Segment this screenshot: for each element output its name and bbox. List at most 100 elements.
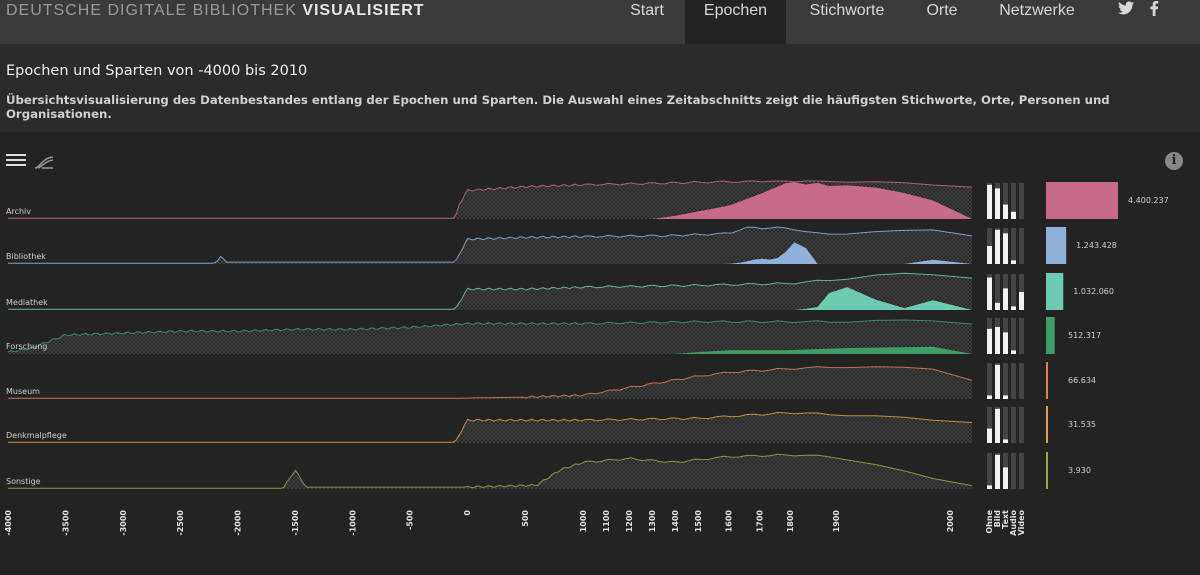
media-bar bbox=[1003, 395, 1008, 399]
media-bar-track bbox=[995, 453, 1000, 489]
series-label: Forschung bbox=[6, 342, 47, 351]
series-row-mediathek[interactable]: Mediathek 1.032.060 bbox=[6, 272, 1114, 310]
series-label: Archiv bbox=[6, 207, 31, 216]
curve-icon[interactable] bbox=[34, 154, 54, 173]
envelope-area bbox=[8, 181, 972, 219]
media-bar bbox=[987, 277, 992, 310]
x-tick-label: -3000 bbox=[119, 510, 128, 536]
envelope-line bbox=[8, 226, 973, 264]
media-bar-track bbox=[987, 407, 992, 443]
media-bar-track bbox=[995, 274, 1000, 310]
nav-start[interactable]: Start bbox=[630, 2, 664, 19]
x-tick-label: 1200 bbox=[625, 510, 634, 533]
x-tick-label: 1700 bbox=[755, 510, 764, 533]
media-bar-track bbox=[995, 228, 1000, 264]
media-bar-track bbox=[987, 183, 992, 219]
filled-area bbox=[8, 287, 972, 310]
nav-epochen[interactable]: Epochen bbox=[685, 0, 786, 44]
media-bar-track bbox=[1011, 407, 1016, 443]
x-tick-label: 1800 bbox=[786, 510, 795, 533]
media-bar-track bbox=[995, 407, 1000, 443]
series-row-sonstige[interactable]: Sonstige 3.930 bbox=[6, 452, 1091, 489]
x-tick-label: -1000 bbox=[348, 510, 357, 536]
media-bar bbox=[1003, 332, 1008, 354]
media-bar bbox=[995, 229, 1000, 264]
media-bar bbox=[987, 485, 992, 489]
hamburger-icon[interactable] bbox=[6, 154, 26, 168]
media-bar-track bbox=[1019, 274, 1024, 310]
media-bar-track bbox=[995, 363, 1000, 399]
share-bar bbox=[1046, 273, 1064, 310]
x-tick-label: 2000 bbox=[946, 510, 955, 533]
media-bar bbox=[995, 408, 1000, 443]
facebook-icon[interactable] bbox=[1149, 1, 1159, 20]
media-bar-track bbox=[987, 363, 992, 399]
media-bar bbox=[995, 188, 1000, 219]
page-header: Epochen und Sparten von -4000 bis 2010 Ü… bbox=[0, 44, 1200, 132]
envelope-line bbox=[8, 411, 973, 443]
media-bar-track bbox=[1003, 228, 1008, 264]
series-row-denkmalpflege[interactable]: Denkmalpflege 31.535 bbox=[6, 406, 1096, 443]
media-bar-track bbox=[1003, 274, 1008, 310]
nav-orte[interactable]: Orte bbox=[926, 2, 958, 19]
total-label: 1.243.428 bbox=[1076, 241, 1117, 250]
media-bar bbox=[987, 395, 992, 399]
x-tick-label: -2000 bbox=[234, 510, 243, 536]
media-bar-track bbox=[1011, 318, 1016, 354]
media-label: Bild bbox=[993, 510, 1002, 528]
brand-logo[interactable]: DEUTSCHE DIGITALE BIBLIOTHEK VISUALISIER… bbox=[6, 2, 425, 20]
media-bar bbox=[1011, 211, 1016, 219]
series-label: Museum bbox=[6, 387, 40, 396]
envelope-area bbox=[8, 227, 972, 264]
envelope-area bbox=[8, 454, 972, 489]
x-tick-label: -4000 bbox=[4, 510, 13, 536]
share-bar bbox=[1046, 452, 1048, 489]
series-label: Sonstige bbox=[6, 477, 41, 486]
brand-bold: VISUALISIERT bbox=[302, 2, 425, 19]
media-bar-track bbox=[1011, 274, 1016, 310]
x-tick-label: -3500 bbox=[61, 510, 70, 536]
envelope-area bbox=[8, 273, 972, 310]
series-row-archiv[interactable]: Archiv 4.400.237 bbox=[6, 180, 1169, 219]
x-tick-label: -500 bbox=[406, 510, 415, 530]
media-bar bbox=[1019, 292, 1024, 310]
nav-stichworte[interactable]: Stichworte bbox=[809, 2, 885, 19]
media-bar-track bbox=[1011, 228, 1016, 264]
media-bar-track bbox=[1003, 453, 1008, 489]
media-bar-track bbox=[995, 183, 1000, 219]
series-row-bibliothek[interactable]: Bibliothek 1.243.428 bbox=[6, 226, 1117, 264]
media-bar-track bbox=[1019, 183, 1024, 219]
media-bar-track bbox=[1019, 318, 1024, 354]
media-label: Audio bbox=[1009, 510, 1018, 536]
x-tick-label: 1300 bbox=[648, 510, 657, 533]
media-bar-track bbox=[1011, 363, 1016, 399]
info-icon[interactable]: i bbox=[1165, 152, 1183, 170]
x-tick-label: 1600 bbox=[725, 510, 734, 533]
x-tick-label: 1900 bbox=[832, 510, 841, 533]
series-row-museum[interactable]: Museum 66.634 bbox=[6, 362, 1096, 399]
media-bar bbox=[1003, 233, 1008, 264]
media-bar bbox=[1003, 439, 1008, 443]
media-bar-track bbox=[1011, 183, 1016, 219]
x-tick-label: 0 bbox=[463, 510, 472, 516]
twitter-icon[interactable] bbox=[1118, 1, 1134, 19]
series-label: Denkmalpflege bbox=[6, 431, 67, 440]
x-tick-label: 1400 bbox=[671, 510, 680, 533]
media-bar bbox=[1003, 288, 1008, 310]
media-bar bbox=[987, 246, 992, 264]
top-navigation-bar: DEUTSCHE DIGITALE BIBLIOTHEK VISUALISIER… bbox=[0, 0, 1200, 44]
media-bar bbox=[987, 184, 992, 219]
series-row-forschung[interactable]: Forschung 512.317 bbox=[6, 317, 1101, 354]
series-label: Bibliothek bbox=[6, 252, 46, 261]
media-bar bbox=[995, 302, 1000, 310]
media-bar-track bbox=[1011, 453, 1016, 489]
x-tick-label: -2500 bbox=[176, 510, 185, 536]
media-bar-track bbox=[1019, 363, 1024, 399]
share-bar bbox=[1046, 362, 1048, 399]
x-tick-label: -1500 bbox=[291, 510, 300, 536]
total-label: 3.930 bbox=[1068, 466, 1091, 475]
total-label: 4.400.237 bbox=[1128, 196, 1169, 205]
media-bar bbox=[1011, 306, 1016, 310]
media-bar bbox=[1011, 350, 1016, 354]
nav-netzwerke[interactable]: Netzwerke bbox=[999, 2, 1075, 19]
